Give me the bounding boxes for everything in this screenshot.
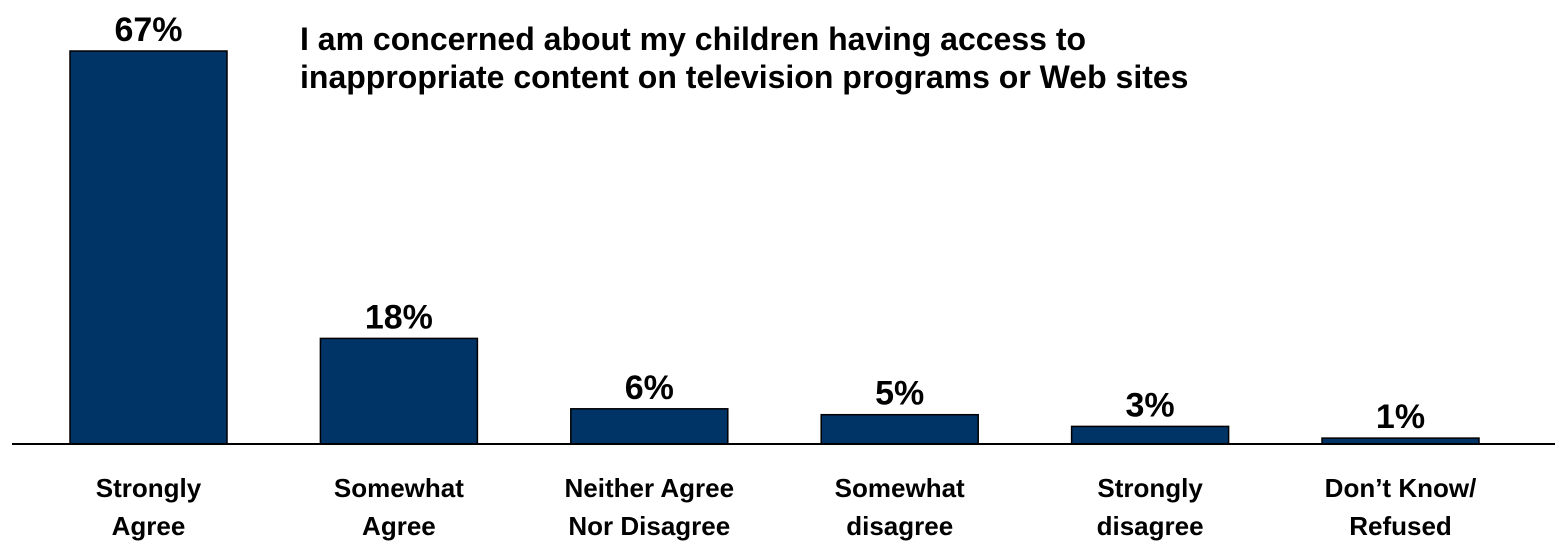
x-tick-label: disagree	[846, 511, 953, 541]
bar	[820, 413, 979, 445]
x-tick-label: Neither Agree	[565, 473, 735, 503]
bar	[319, 337, 479, 445]
x-tick-label: Agree	[112, 511, 186, 541]
chart-title-line-2: inappropriate content on television prog…	[300, 59, 1189, 95]
x-tick-label: Nor Disagree	[568, 511, 730, 541]
bar	[1070, 425, 1230, 445]
data-label: 3%	[1126, 386, 1175, 424]
data-label: 18%	[365, 298, 433, 336]
x-tick-label: Don’t Know/	[1325, 473, 1477, 503]
chart-title-line-1: I am concerned about my children having …	[300, 21, 1087, 57]
x-tick-label: Refused	[1349, 511, 1452, 541]
data-label: 5%	[875, 375, 924, 413]
bar	[69, 50, 228, 445]
bar	[570, 408, 729, 445]
data-label: 67%	[114, 11, 182, 49]
x-tick-label: disagree	[1097, 511, 1204, 541]
x-tick-label: Strongly	[1097, 473, 1203, 503]
x-tick-label: Somewhat	[334, 473, 464, 503]
x-tick-label: Strongly	[96, 473, 202, 503]
data-label: 1%	[1376, 398, 1425, 436]
x-tick-label: Agree	[362, 511, 436, 541]
chart-title: I am concerned about my children having …	[300, 20, 1300, 96]
data-label: 6%	[625, 369, 674, 407]
x-tick-label: Somewhat	[835, 473, 965, 503]
